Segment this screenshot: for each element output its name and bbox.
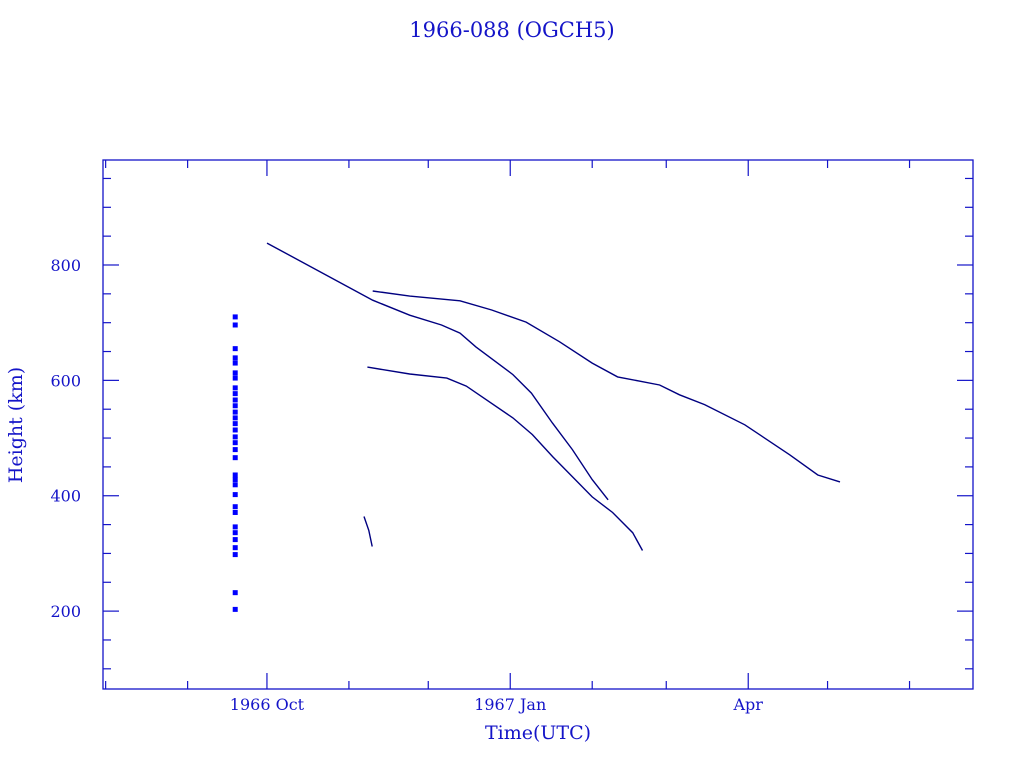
scatter-point — [232, 385, 238, 391]
plot-frame — [102, 159, 974, 690]
scatter-point — [232, 482, 238, 488]
scatter-point — [232, 477, 238, 483]
scatter-point — [232, 397, 238, 403]
x-tick-label: 1966 Oct — [230, 695, 305, 714]
scatter-point — [232, 434, 238, 440]
scatter-point — [232, 524, 238, 530]
y-tick-label: 400 — [50, 487, 81, 506]
y-tick-label: 200 — [50, 602, 81, 621]
x-axis-label: Time(UTC) — [485, 722, 591, 744]
scatter-point — [232, 504, 238, 510]
scatter-point — [232, 346, 238, 352]
scatter-point — [232, 530, 238, 536]
scatter-point — [232, 455, 238, 461]
scatter-point — [232, 360, 238, 366]
scatter-point — [232, 492, 238, 498]
scatter-point — [232, 391, 238, 397]
y-axis-label: Height (km) — [5, 367, 27, 483]
scatter-point — [232, 375, 238, 381]
scatter-point — [232, 590, 238, 596]
scatter-point — [232, 472, 238, 478]
scatter-point — [232, 552, 238, 558]
series-line-curve-d — [363, 516, 373, 547]
axis-ticks: 1966 Oct 1967 Jan Apr 200 400 600 800 — [50, 160, 973, 714]
x-tick-label: Apr — [733, 695, 764, 714]
x-tick-label: 1967 Jan — [474, 695, 546, 714]
scatter-point — [232, 440, 238, 446]
plot-marks — [232, 242, 841, 612]
y-tick-label: 600 — [50, 371, 81, 390]
scatter-point — [232, 370, 238, 376]
scatter-point — [232, 403, 238, 409]
chart-title: 1966-088 (OGCH5) — [409, 18, 614, 42]
scatter-point — [232, 537, 238, 543]
scatter-point — [232, 314, 238, 320]
scatter-point — [232, 415, 238, 421]
scatter-point — [232, 322, 238, 328]
scatter-point — [232, 355, 238, 361]
scatter-point — [232, 427, 238, 433]
y-tick-label: 800 — [50, 256, 81, 275]
scatter-point — [232, 447, 238, 453]
scatter-point — [232, 421, 238, 427]
scatter-point — [232, 409, 238, 415]
scatter-point — [232, 606, 238, 612]
series-line-curve-a — [266, 242, 609, 501]
series-line-curve-c — [367, 366, 644, 551]
series-line-curve-b — [372, 290, 841, 483]
scatter-point — [232, 509, 238, 515]
scatter-point — [232, 545, 238, 551]
